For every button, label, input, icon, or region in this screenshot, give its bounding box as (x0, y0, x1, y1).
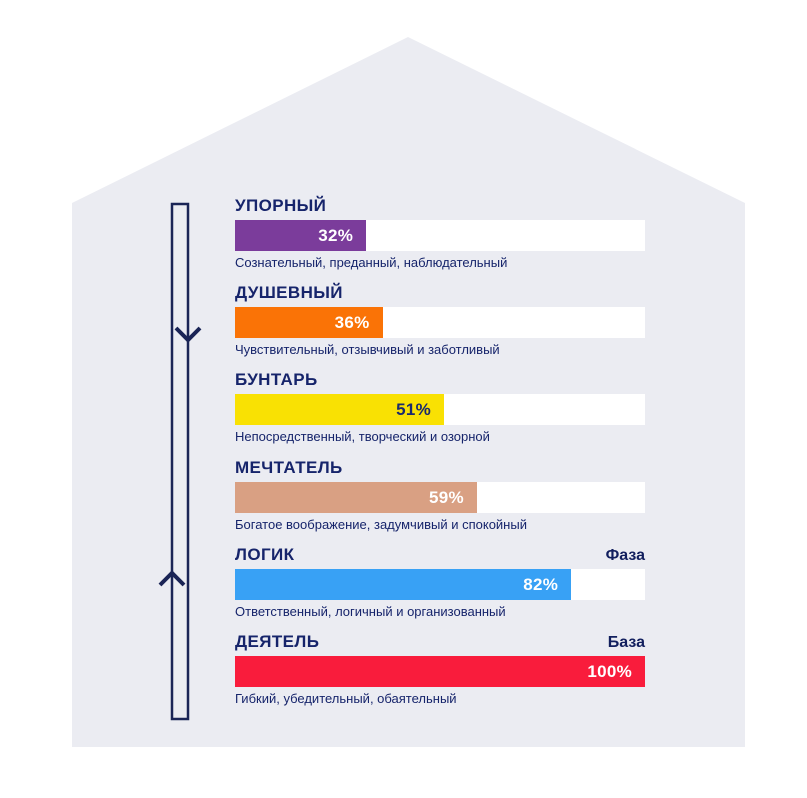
bar-title: ДЕЯТЕЛЬ (235, 632, 320, 651)
bar-header: ДЕЯТЕЛЬ База (235, 632, 645, 652)
bar-percent-label: 51% (396, 399, 432, 419)
bar-title: МЕЧТАТЕЛЬ (235, 458, 343, 477)
chevron-down-icon (174, 326, 202, 343)
bar-track: 51% (235, 394, 645, 425)
bar-description: Богатое воображение, задумчивый и спокой… (235, 517, 527, 532)
bar-tag-base: База (607, 634, 645, 651)
bar-fill: 59% (235, 482, 477, 513)
bar-percent-label: 59% (428, 487, 464, 507)
bar-percent-label: 36% (334, 312, 370, 332)
bar-group-mechtatel: МЕЧТАТЕЛЬ 59% Богатое воображение, задум… (235, 459, 645, 532)
bar-track: 59% (235, 482, 645, 513)
bar-fill: 100% (235, 656, 645, 687)
loop-rectangle (170, 202, 190, 721)
bar-title: ДУШЕВНЫЙ (235, 283, 343, 302)
bar-group-dushevny: ДУШЕВНЫЙ 36% Чувствительный, отзывчивый … (235, 284, 645, 357)
bar-header: МЕЧТАТЕЛЬ (235, 459, 645, 477)
bar-description: Чувствительный, отзывчивый и заботливый (235, 342, 500, 357)
bar-description: Непосредственный, творческий и озорной (235, 429, 490, 444)
bar-title: УПОРНЫЙ (235, 196, 327, 215)
bar-track: 32% (235, 220, 645, 251)
bar-track: 100% (235, 656, 645, 687)
bar-header: УПОРНЫЙ (235, 197, 645, 215)
bar-fill: 51% (235, 394, 445, 425)
bar-title: ЛОГИК (235, 545, 295, 564)
bar-percent-label: 82% (523, 574, 559, 594)
bar-group-buntar: БУНТАРЬ 51% Непосредственный, творческий… (235, 371, 645, 444)
bar-description: Ответственный, логичный и организованный (235, 604, 506, 619)
bar-track: 82% (235, 569, 645, 600)
bar-description: Сознательный, преданный, наблюдательный (235, 255, 508, 270)
bar-group-deyatel: ДЕЯТЕЛЬ База 100% Гибкий, убедительный, … (235, 633, 645, 706)
bar-group-uporny: УПОРНЫЙ 32% Сознательный, преданный, наб… (235, 197, 645, 270)
bar-track: 36% (235, 307, 645, 338)
bar-tag-phase: Фаза (605, 547, 645, 564)
cycle-loop (158, 202, 202, 721)
bar-percent-label: 100% (587, 661, 632, 681)
bar-fill: 32% (235, 220, 367, 251)
chevron-up-icon (158, 570, 186, 587)
bar-percent-label: 32% (318, 225, 354, 245)
bar-header: ДУШЕВНЫЙ (235, 284, 645, 302)
bar-header: БУНТАРЬ (235, 371, 645, 389)
bar-fill: 82% (235, 569, 572, 600)
bar-description: Гибкий, убедительный, обаятельный (235, 691, 457, 706)
bar-fill: 36% (235, 307, 383, 338)
bar-header: ЛОГИК Фаза (235, 545, 645, 565)
bar-title: БУНТАРЬ (235, 370, 318, 389)
bar-group-logik: ЛОГИК Фаза 82% Ответственный, логичный и… (235, 546, 645, 619)
